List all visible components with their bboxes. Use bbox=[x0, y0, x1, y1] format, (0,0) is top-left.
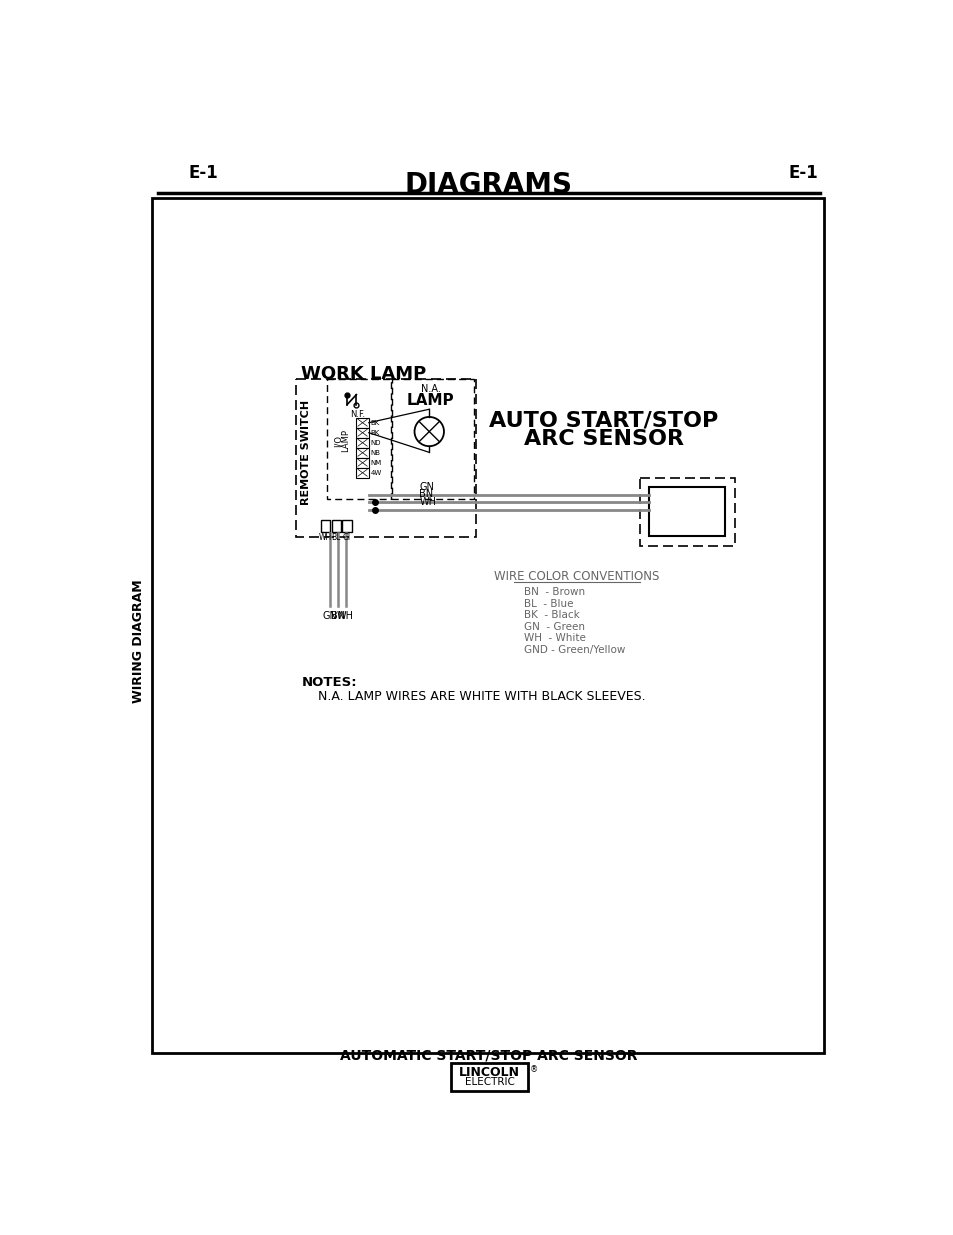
Text: GN: GN bbox=[419, 482, 434, 492]
Text: WIRE COLOR CONVENTIONS: WIRE COLOR CONVENTIONS bbox=[494, 571, 659, 583]
Text: N.A.: N.A. bbox=[420, 384, 440, 394]
Text: AUTO START/STOP: AUTO START/STOP bbox=[489, 410, 718, 430]
Text: WH  - White: WH - White bbox=[523, 634, 585, 643]
Text: GND - Green/Yellow: GND - Green/Yellow bbox=[523, 645, 624, 655]
Text: E-1: E-1 bbox=[189, 164, 218, 182]
Text: BK  - Black: BK - Black bbox=[523, 610, 578, 620]
Text: BK: BK bbox=[370, 430, 379, 436]
Bar bbox=[356, 468, 369, 478]
Text: LAMP: LAMP bbox=[407, 393, 455, 408]
Text: BK: BK bbox=[370, 420, 379, 426]
Text: NB: NB bbox=[370, 450, 380, 456]
Text: REMOTE SWITCH: REMOTE SWITCH bbox=[301, 400, 311, 505]
Bar bbox=[356, 448, 369, 458]
Bar bbox=[332, 520, 340, 531]
Bar bbox=[356, 437, 369, 448]
Text: GI: GI bbox=[343, 534, 351, 542]
Bar bbox=[327, 379, 390, 499]
Text: BL: BL bbox=[332, 534, 340, 542]
Bar bbox=[295, 379, 476, 537]
Text: AUTOMATIC START/STOP ARC SENSOR: AUTOMATIC START/STOP ARC SENSOR bbox=[340, 1049, 637, 1062]
Text: DIAGRAMS: DIAGRAMS bbox=[404, 172, 573, 199]
Text: WORK LAMP: WORK LAMP bbox=[300, 366, 426, 383]
Text: WH: WH bbox=[419, 496, 436, 508]
Text: BN: BN bbox=[419, 489, 433, 499]
Text: BN: BN bbox=[331, 611, 344, 621]
Bar bbox=[356, 458, 369, 468]
Text: LINCOLN: LINCOLN bbox=[458, 1066, 519, 1078]
Text: WH: WH bbox=[318, 534, 332, 542]
Bar bbox=[356, 417, 369, 427]
Text: BN  - Brown: BN - Brown bbox=[523, 587, 584, 597]
Text: ND: ND bbox=[370, 440, 380, 446]
Text: GN: GN bbox=[322, 611, 337, 621]
Bar bbox=[639, 478, 734, 546]
Text: GN  - Green: GN - Green bbox=[523, 621, 584, 632]
Text: 4W: 4W bbox=[370, 469, 381, 475]
Text: ARC SENSOR: ARC SENSOR bbox=[523, 430, 683, 450]
Text: WH: WH bbox=[336, 611, 354, 621]
Bar bbox=[451, 1063, 528, 1091]
Text: E-1: E-1 bbox=[788, 164, 818, 182]
Text: ELECTRIC: ELECTRIC bbox=[464, 1077, 514, 1087]
Text: NOTES:: NOTES: bbox=[301, 677, 356, 689]
Bar bbox=[152, 199, 823, 1053]
Text: N.F.: N.F. bbox=[350, 410, 365, 419]
Text: LAMP: LAMP bbox=[340, 430, 350, 452]
Text: N.A. LAMP WIRES ARE WHITE WITH BLACK SLEEVES.: N.A. LAMP WIRES ARE WHITE WITH BLACK SLE… bbox=[317, 689, 644, 703]
Text: ®: ® bbox=[530, 1066, 537, 1074]
Text: NM: NM bbox=[370, 459, 381, 466]
Bar bbox=[649, 487, 724, 536]
Bar bbox=[392, 379, 474, 499]
Text: BL  - Blue: BL - Blue bbox=[523, 599, 573, 609]
Text: WIRING DIAGRAM: WIRING DIAGRAM bbox=[132, 579, 145, 703]
Bar bbox=[342, 520, 352, 531]
Bar bbox=[356, 427, 369, 437]
Bar bbox=[320, 520, 330, 531]
Text: I/O: I/O bbox=[333, 435, 342, 447]
